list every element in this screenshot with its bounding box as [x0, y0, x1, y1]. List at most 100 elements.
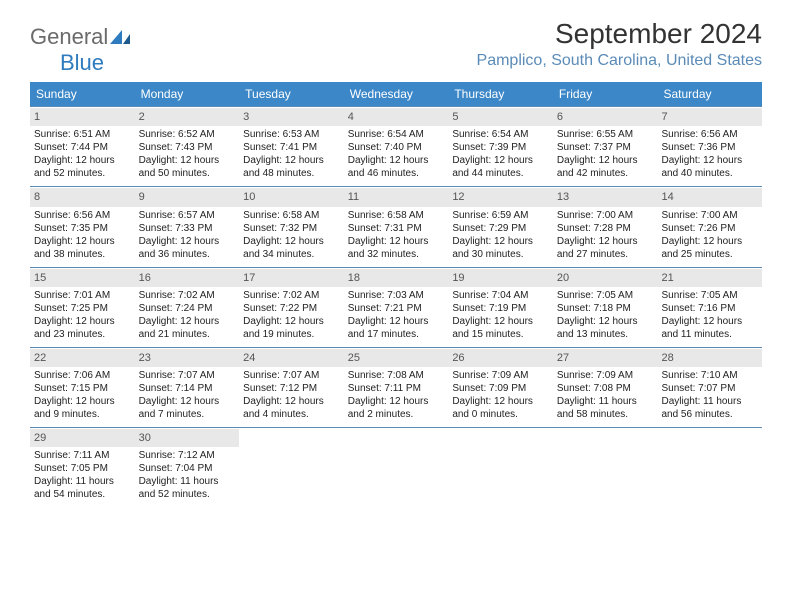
day-content: Sunrise: 7:09 AMSunset: 7:08 PMDaylight:…: [553, 369, 658, 421]
daylight-text: Daylight: 11 hours and 56 minutes.: [661, 395, 758, 421]
day-content: Sunrise: 7:02 AMSunset: 7:24 PMDaylight:…: [135, 289, 240, 341]
day-number: 12: [448, 188, 553, 206]
day-number: 8: [30, 188, 135, 206]
day-cell: 29Sunrise: 7:11 AMSunset: 7:05 PMDayligh…: [30, 428, 135, 507]
day-content: Sunrise: 7:01 AMSunset: 7:25 PMDaylight:…: [30, 289, 135, 341]
day-header: Thursday: [448, 82, 553, 106]
sunset-text: Sunset: 7:35 PM: [34, 222, 131, 235]
day-cell: 18Sunrise: 7:03 AMSunset: 7:21 PMDayligh…: [344, 268, 449, 347]
day-number: 1: [30, 108, 135, 126]
sunrise-text: Sunrise: 6:56 AM: [661, 128, 758, 141]
day-cell: 5Sunrise: 6:54 AMSunset: 7:39 PMDaylight…: [448, 107, 553, 186]
day-number: 5: [448, 108, 553, 126]
day-content: Sunrise: 7:04 AMSunset: 7:19 PMDaylight:…: [448, 289, 553, 341]
daylight-text: Daylight: 12 hours and 30 minutes.: [452, 235, 549, 261]
daylight-text: Daylight: 12 hours and 15 minutes.: [452, 315, 549, 341]
location-text: Pamplico, South Carolina, United States: [477, 52, 762, 70]
daylight-text: Daylight: 12 hours and 23 minutes.: [34, 315, 131, 341]
day-cell: 26Sunrise: 7:09 AMSunset: 7:09 PMDayligh…: [448, 348, 553, 427]
sunrise-text: Sunrise: 7:11 AM: [34, 449, 131, 462]
day-number: 11: [344, 188, 449, 206]
sunrise-text: Sunrise: 6:53 AM: [243, 128, 340, 141]
day-number: 30: [135, 429, 240, 447]
sunset-text: Sunset: 7:14 PM: [139, 382, 236, 395]
day-number: 2: [135, 108, 240, 126]
empty-cell: [657, 428, 762, 507]
day-header: Sunday: [30, 82, 135, 106]
empty-cell: [448, 428, 553, 507]
sunset-text: Sunset: 7:05 PM: [34, 462, 131, 475]
daylight-text: Daylight: 12 hours and 13 minutes.: [557, 315, 654, 341]
day-cell: 20 Sunrise: 7:05 AMSunset: 7:18 PMDayligh…: [553, 268, 658, 347]
daylight-text: Daylight: 12 hours and 21 minutes.: [139, 315, 236, 341]
day-number: 17: [239, 269, 344, 287]
sunset-text: Sunset: 7:18 PM: [557, 302, 654, 315]
day-cell: 27Sunrise: 7:09 AMSunset: 7:08 PMDayligh…: [553, 348, 658, 427]
sunrise-text: Sunrise: 6:52 AM: [139, 128, 236, 141]
day-cell: 3Sunrise: 6:53 AMSunset: 7:41 PMDaylight…: [239, 107, 344, 186]
day-cell: 10 Sunrise: 6:58 AMSunset: 7:32 PMDayligh…: [239, 187, 344, 266]
daylight-text: Daylight: 12 hours and 25 minutes.: [661, 235, 758, 261]
sunrise-text: Sunrise: 7:04 AM: [452, 289, 549, 302]
sunrise-text: Sunrise: 7:09 AM: [452, 369, 549, 382]
day-content: Sunrise: 7:05 AMSunset: 7:18 PMDaylight:…: [553, 289, 658, 341]
day-number: 14: [657, 188, 762, 206]
day-cell: 1Sunrise: 6:51 AMSunset: 7:44 PMDaylight…: [30, 107, 135, 186]
day-content: Sunrise: 7:10 AMSunset: 7:07 PMDaylight:…: [657, 369, 762, 421]
sunrise-text: Sunrise: 6:57 AM: [139, 209, 236, 222]
empty-cell: [553, 428, 658, 507]
day-content: Sunrise: 7:00 AMSunset: 7:26 PMDaylight:…: [657, 209, 762, 261]
day-cell: 30 Sunrise: 7:12 AMSunset: 7:04 PMDayligh…: [135, 428, 240, 507]
sunrise-text: Sunrise: 7:00 AM: [557, 209, 654, 222]
week-row: 15Sunrise: 7:01 AMSunset: 7:25 PMDayligh…: [30, 267, 762, 347]
title-block: September 2024 Pamplico, South Carolina,…: [477, 18, 762, 70]
day-cell: 4Sunrise: 6:54 AMSunset: 7:40 PMDaylight…: [344, 107, 449, 186]
day-cell: 19Sunrise: 7:04 AMSunset: 7:19 PMDayligh…: [448, 268, 553, 347]
month-title: September 2024: [477, 18, 762, 50]
day-number: 10: [239, 188, 344, 206]
day-number: 9: [135, 188, 240, 206]
daylight-text: Daylight: 12 hours and 40 minutes.: [661, 154, 758, 180]
day-cell: 16 Sunrise: 7:02 AMSunset: 7:24 PMDayligh…: [135, 268, 240, 347]
sunrise-text: Sunrise: 6:54 AM: [452, 128, 549, 141]
sunrise-text: Sunrise: 6:54 AM: [348, 128, 445, 141]
day-cell: 7Sunrise: 6:56 AMSunset: 7:36 PMDaylight…: [657, 107, 762, 186]
sunrise-text: Sunrise: 6:56 AM: [34, 209, 131, 222]
day-content: Sunrise: 7:00 AMSunset: 7:28 PMDaylight:…: [553, 209, 658, 261]
sunset-text: Sunset: 7:09 PM: [452, 382, 549, 395]
calendar-page: General Blue September 2024 Pamplico, So…: [0, 0, 792, 525]
day-number: 16: [135, 269, 240, 287]
daylight-text: Daylight: 11 hours and 52 minutes.: [139, 475, 236, 501]
day-content: Sunrise: 6:58 AMSunset: 7:32 PMDaylight:…: [239, 209, 344, 261]
sunrise-text: Sunrise: 7:07 AM: [243, 369, 340, 382]
sunset-text: Sunset: 7:11 PM: [348, 382, 445, 395]
sunrise-text: Sunrise: 7:01 AM: [34, 289, 131, 302]
empty-cell: [344, 428, 449, 507]
day-number: 13: [553, 188, 658, 206]
day-cell: 15Sunrise: 7:01 AMSunset: 7:25 PMDayligh…: [30, 268, 135, 347]
sunrise-text: Sunrise: 7:08 AM: [348, 369, 445, 382]
day-content: Sunrise: 7:12 AMSunset: 7:04 PMDaylight:…: [135, 449, 240, 501]
sunset-text: Sunset: 7:08 PM: [557, 382, 654, 395]
day-cell: 24Sunrise: 7:07 AMSunset: 7:12 PMDayligh…: [239, 348, 344, 427]
sunset-text: Sunset: 7:07 PM: [661, 382, 758, 395]
day-cell: 23Sunrise: 7:07 AMSunset: 7:14 PMDayligh…: [135, 348, 240, 427]
day-content: Sunrise: 6:55 AMSunset: 7:37 PMDaylight:…: [553, 128, 658, 180]
sunset-text: Sunset: 7:32 PM: [243, 222, 340, 235]
day-cell: 13 Sunrise: 7:00 AMSunset: 7:28 PMDayligh…: [553, 187, 658, 266]
day-content: Sunrise: 6:57 AMSunset: 7:33 PMDaylight:…: [135, 209, 240, 261]
daylight-text: Daylight: 12 hours and 17 minutes.: [348, 315, 445, 341]
day-cell: 12Sunrise: 6:59 AMSunset: 7:29 PMDayligh…: [448, 187, 553, 266]
daylight-text: Daylight: 12 hours and 44 minutes.: [452, 154, 549, 180]
sunset-text: Sunset: 7:31 PM: [348, 222, 445, 235]
sunrise-text: Sunrise: 7:06 AM: [34, 369, 131, 382]
day-number: 20: [553, 269, 658, 287]
sunrise-text: Sunrise: 7:07 AM: [139, 369, 236, 382]
day-cell: 22Sunrise: 7:06 AMSunset: 7:15 PMDayligh…: [30, 348, 135, 427]
daylight-text: Daylight: 12 hours and 52 minutes.: [34, 154, 131, 180]
day-content: Sunrise: 6:58 AMSunset: 7:31 PMDaylight:…: [344, 209, 449, 261]
calendar-grid: Sunday Monday Tuesday Wednesday Thursday…: [30, 82, 762, 507]
logo-text-1: General: [30, 24, 108, 49]
day-number: 22: [30, 349, 135, 367]
logo: General Blue: [30, 18, 130, 76]
